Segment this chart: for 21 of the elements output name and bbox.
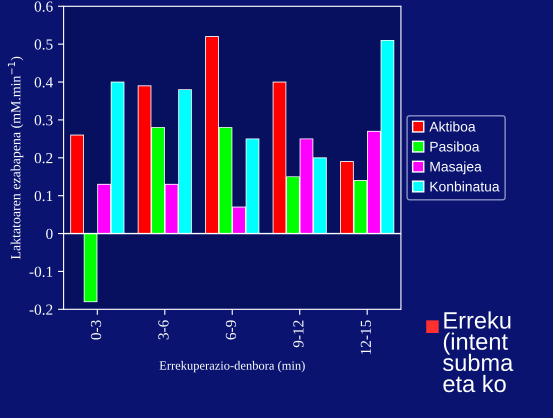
x-tick-label: 6-9 <box>226 320 236 340</box>
x-tick-label: 9-12 <box>293 320 304 348</box>
x-tick-label: 3-6 <box>158 320 169 340</box>
x-tick-label: 12-15 <box>360 320 372 354</box>
y-tick-label: -0.1 <box>30 266 52 277</box>
y-tick-label: 0.2 <box>34 152 52 164</box>
y-tick-label: 0.3 <box>34 115 53 126</box>
legend-label: Konbinatua <box>430 181 500 192</box>
text: Erreku (intent subma eta ko <box>443 311 514 392</box>
y-tick-label: 0 <box>46 228 53 240</box>
y-tick-label: 0.4 <box>34 77 53 88</box>
y-tick-label: 0.6 <box>34 1 53 12</box>
legend-label: Aktiboa <box>429 121 476 132</box>
legend-label: Pasiboa <box>430 141 480 152</box>
y-tick-label: 0.5 <box>34 39 53 50</box>
x-axis-title: Errekuperazio-denbora (min) <box>160 360 305 372</box>
y-tick-label: 0.1 <box>34 190 52 202</box>
y-axis-title: Laktatoaren ezabapena (mM.min$^{−1}$) <box>8 56 24 260</box>
y-tick-label: -0.2 <box>30 304 52 315</box>
x-tick-label: 0-3 <box>90 320 102 340</box>
legend-label: Masajea <box>430 161 482 174</box>
